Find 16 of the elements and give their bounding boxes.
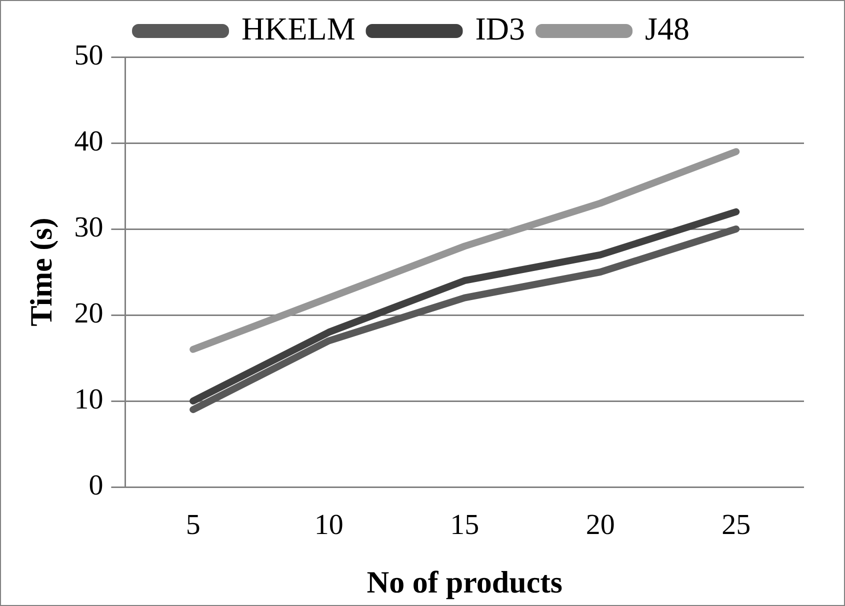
y-tick-label: 10 [74,384,104,416]
x-tick-label: 25 [722,509,751,542]
x-tick-label: 15 [450,509,480,542]
legend-label: HKELM [242,10,356,46]
x-tick-label: 10 [314,509,344,542]
y-tick-label: 50 [74,40,104,72]
y-axis-title: Time (s) [24,218,59,326]
legend-label: ID3 [475,10,526,46]
x-axis-title: No of products [366,564,562,600]
y-tick-label: 40 [74,126,104,158]
legend-label: J48 [645,10,690,46]
x-tick-label: 5 [186,509,200,542]
y-tick-label: 20 [74,298,104,330]
y-tick-label: 0 [88,470,104,502]
y-tick-label: 30 [74,212,104,244]
x-tick-label: 20 [586,509,615,542]
